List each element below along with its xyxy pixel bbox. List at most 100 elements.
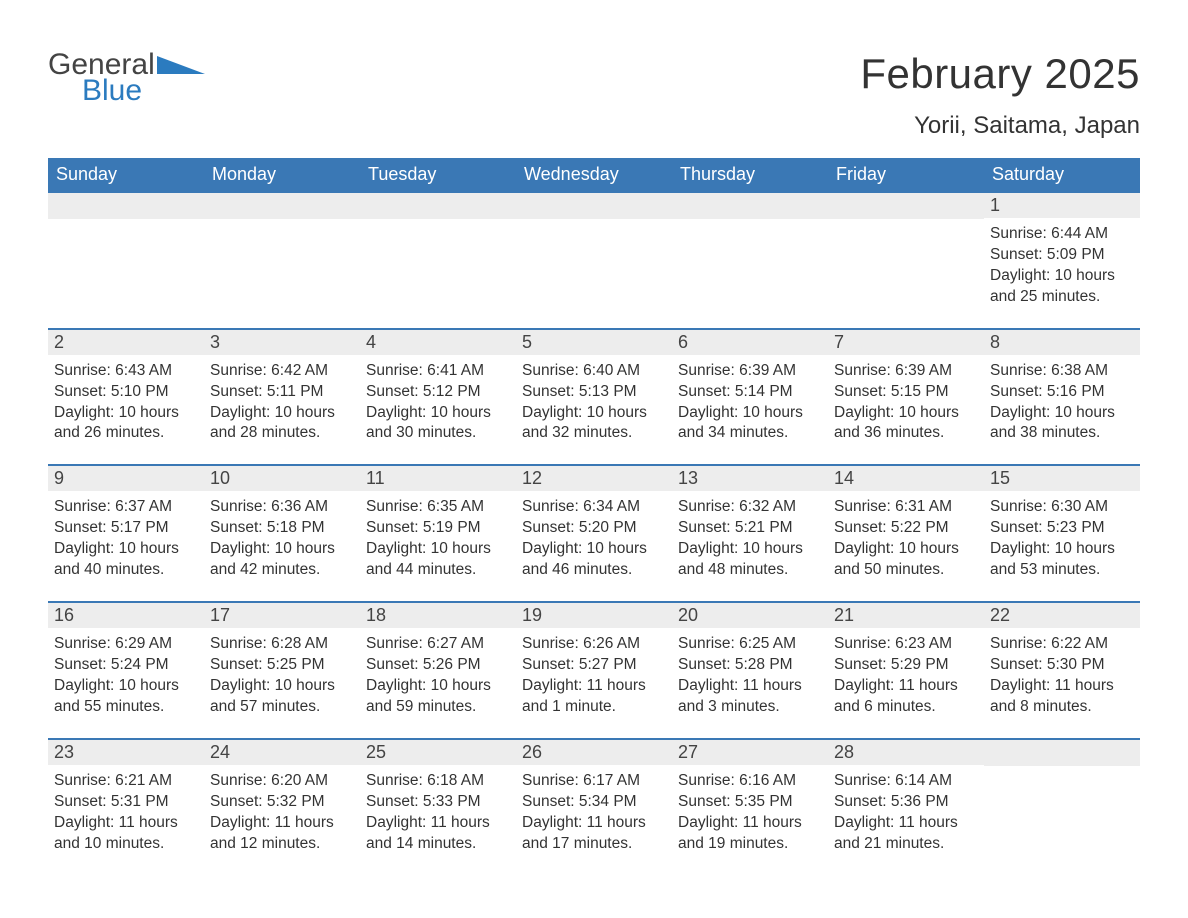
- sunrise-line: Sunrise: 6:39 AM: [834, 361, 978, 382]
- sunrise-line: Sunrise: 6:35 AM: [366, 497, 510, 518]
- daylight-line: Daylight: 11 hours and 1 minute.: [522, 676, 666, 718]
- daylight-line: Daylight: 10 hours and 55 minutes.: [54, 676, 198, 718]
- calendar-day-cell: 18 Sunrise: 6:27 AMSunset: 5:26 PMDayligh…: [360, 602, 516, 739]
- title-block: February 2025 Yorii, Saitama, Japan: [860, 50, 1140, 140]
- calendar-day-cell: [48, 192, 204, 329]
- sunrise-line: Sunrise: 6:37 AM: [54, 497, 198, 518]
- day-body: Sunrise: 6:23 AMSunset: 5:29 PMDaylight:…: [832, 634, 980, 718]
- sunrise-line: Sunrise: 6:34 AM: [522, 497, 666, 518]
- calendar-day-cell: 21Sunrise: 6:23 AMSunset: 5:29 PMDayligh…: [828, 602, 984, 739]
- daylight-line: Daylight: 10 hours and 44 minutes.: [366, 539, 510, 581]
- daylight-line: Daylight: 10 hours and 32 minutes.: [522, 403, 666, 445]
- sunset-line: Sunset: 5:34 PM: [522, 792, 666, 813]
- daylight-line: Daylight: 11 hours and 14 minutes.: [366, 813, 510, 855]
- daylight-line: Daylight: 11 hours and 12 minutes.: [210, 813, 354, 855]
- daylight-line: Daylight: 10 hours and 36 minutes.: [834, 403, 978, 445]
- header: General Blue February 2025 Yorii, Saitam…: [48, 50, 1140, 140]
- day-body: Sunrise: 6:38 AMSunset: 5:16 PMDaylight:…: [988, 361, 1136, 445]
- calendar-day-cell: 25 Sunrise: 6:18 AMSunset: 5:33 PMDayligh…: [360, 739, 516, 875]
- daylight-line: Daylight: 10 hours and 46 minutes.: [522, 539, 666, 581]
- calendar-week-row: 23Sunrise: 6:21 AMSunset: 5:31 PMDayligh…: [48, 739, 1140, 875]
- day-number: [672, 193, 828, 219]
- brand-triangle-icon: [157, 56, 205, 74]
- day-body: Sunrise: 6:44 AMSunset: 5:09 PMDaylight:…: [988, 224, 1136, 308]
- daylight-line: Daylight: 10 hours and 38 minutes.: [990, 403, 1134, 445]
- daylight-line: Daylight: 10 hours and 59 minutes.: [366, 676, 510, 718]
- calendar-day-cell: 28Sunrise: 6:14 AMSunset: 5:36 PMDayligh…: [828, 739, 984, 875]
- day-number: 13: [672, 466, 828, 491]
- day-of-week-header: Thursday: [672, 158, 828, 192]
- day-body: Sunrise: 6:16 AMSunset: 5:35 PMDaylight:…: [676, 771, 824, 855]
- day-number: [984, 740, 1140, 766]
- calendar-day-cell: 27 Sunrise: 6:16 AMSunset: 5:35 PMDayligh…: [672, 739, 828, 875]
- day-body: Sunrise: 6:20 AMSunset: 5:32 PMDaylight:…: [208, 771, 356, 855]
- day-number: 5: [516, 330, 672, 355]
- sunset-line: Sunset: 5:19 PM: [366, 518, 510, 539]
- calendar-day-cell: 20Sunrise: 6:25 AMSunset: 5:28 PMDayligh…: [672, 602, 828, 739]
- day-body: Sunrise: 6:36 AMSunset: 5:18 PMDaylight:…: [208, 497, 356, 581]
- sunrise-line: Sunrise: 6:14 AM: [834, 771, 978, 792]
- day-number: 17: [204, 603, 360, 628]
- daylight-line: Daylight: 10 hours and 30 minutes.: [366, 403, 510, 445]
- day-number: [360, 193, 516, 219]
- calendar-day-cell: 17 Sunrise: 6:28 AMSunset: 5:25 PMDayligh…: [204, 602, 360, 739]
- day-body: Sunrise: 6:43 AMSunset: 5:10 PMDaylight:…: [52, 361, 200, 445]
- calendar-day-cell: 10Sunrise: 6:36 AMSunset: 5:18 PMDayligh…: [204, 465, 360, 602]
- calendar-day-cell: [204, 192, 360, 329]
- day-number: 27: [672, 740, 828, 765]
- sunset-line: Sunset: 5:13 PM: [522, 382, 666, 403]
- day-body: Sunrise: 6:17 AMSunset: 5:34 PMDaylight:…: [520, 771, 668, 855]
- day-of-week-header: Friday: [828, 158, 984, 192]
- calendar-day-cell: 23Sunrise: 6:21 AMSunset: 5:31 PMDayligh…: [48, 739, 204, 875]
- daylight-line: Daylight: 11 hours and 3 minutes.: [678, 676, 822, 718]
- day-number: [48, 193, 204, 219]
- day-number: 18: [360, 603, 516, 628]
- daylight-line: Daylight: 11 hours and 10 minutes.: [54, 813, 198, 855]
- day-number: 23: [48, 740, 204, 765]
- calendar-day-cell: [984, 739, 1140, 875]
- sunset-line: Sunset: 5:36 PM: [834, 792, 978, 813]
- day-body: Sunrise: 6:32 AMSunset: 5:21 PMDaylight:…: [676, 497, 824, 581]
- daylight-line: Daylight: 11 hours and 19 minutes.: [678, 813, 822, 855]
- day-body: Sunrise: 6:37 AMSunset: 5:17 PMDaylight:…: [52, 497, 200, 581]
- sunrise-line: Sunrise: 6:16 AM: [678, 771, 822, 792]
- calendar-day-cell: 7Sunrise: 6:39 AMSunset: 5:15 PMDaylight…: [828, 329, 984, 466]
- sunset-line: Sunset: 5:26 PM: [366, 655, 510, 676]
- day-body: Sunrise: 6:28 AMSunset: 5:25 PMDaylight:…: [208, 634, 356, 718]
- day-number: 2: [48, 330, 204, 355]
- sunrise-line: Sunrise: 6:36 AM: [210, 497, 354, 518]
- calendar-week-row: 16Sunrise: 6:29 AMSunset: 5:24 PMDayligh…: [48, 602, 1140, 739]
- day-number: 19: [516, 603, 672, 628]
- day-body: Sunrise: 6:34 AMSunset: 5:20 PMDaylight:…: [520, 497, 668, 581]
- sunset-line: Sunset: 5:22 PM: [834, 518, 978, 539]
- calendar-day-cell: 13 Sunrise: 6:32 AMSunset: 5:21 PMDayligh…: [672, 465, 828, 602]
- calendar-day-cell: [516, 192, 672, 329]
- day-number: 20: [672, 603, 828, 628]
- day-number: 12: [516, 466, 672, 491]
- calendar-week-row: 1Sunrise: 6:44 AMSunset: 5:09 PMDaylight…: [48, 192, 1140, 329]
- sunset-line: Sunset: 5:15 PM: [834, 382, 978, 403]
- daylight-line: Daylight: 10 hours and 25 minutes.: [990, 266, 1134, 308]
- sunset-line: Sunset: 5:35 PM: [678, 792, 822, 813]
- day-body: Sunrise: 6:40 AMSunset: 5:13 PMDaylight:…: [520, 361, 668, 445]
- day-body: Sunrise: 6:18 AMSunset: 5:33 PMDaylight:…: [364, 771, 512, 855]
- day-body: Sunrise: 6:27 AMSunset: 5:26 PMDaylight:…: [364, 634, 512, 718]
- sunset-line: Sunset: 5:24 PM: [54, 655, 198, 676]
- day-number: 14: [828, 466, 984, 491]
- calendar-day-cell: 26 Sunrise: 6:17 AMSunset: 5:34 PMDayligh…: [516, 739, 672, 875]
- sunset-line: Sunset: 5:32 PM: [210, 792, 354, 813]
- day-number: 26: [516, 740, 672, 765]
- day-number: 16: [48, 603, 204, 628]
- calendar-week-row: 2 Sunrise: 6:43 AMSunset: 5:10 PMDaylight…: [48, 329, 1140, 466]
- sunrise-line: Sunrise: 6:29 AM: [54, 634, 198, 655]
- day-number: 25: [360, 740, 516, 765]
- sunset-line: Sunset: 5:18 PM: [210, 518, 354, 539]
- calendar-day-cell: 16 Sunrise: 6:29 AMSunset: 5:24 PMDayligh…: [48, 602, 204, 739]
- daylight-line: Daylight: 10 hours and 57 minutes.: [210, 676, 354, 718]
- sunrise-line: Sunrise: 6:31 AM: [834, 497, 978, 518]
- sunset-line: Sunset: 5:30 PM: [990, 655, 1134, 676]
- day-of-week-header: Monday: [204, 158, 360, 192]
- sunrise-line: Sunrise: 6:41 AM: [366, 361, 510, 382]
- sunset-line: Sunset: 5:27 PM: [522, 655, 666, 676]
- daylight-line: Daylight: 11 hours and 17 minutes.: [522, 813, 666, 855]
